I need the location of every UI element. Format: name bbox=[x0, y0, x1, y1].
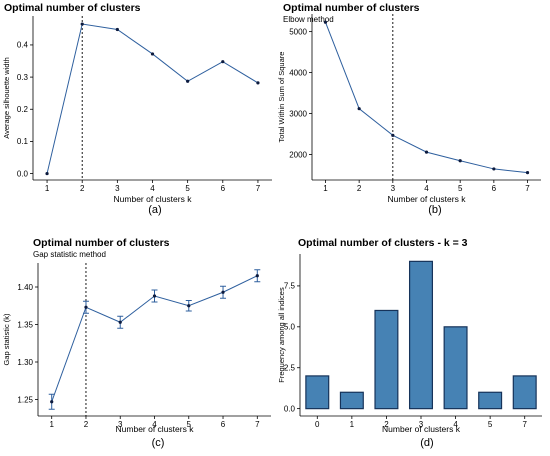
chart-title: Optimal number of clusters - k = 3 bbox=[298, 237, 468, 249]
chart-subtitle: Gap statistic method bbox=[33, 250, 106, 259]
series-line bbox=[46, 23, 259, 174]
y-axis-label: Frequency among all indices bbox=[277, 287, 286, 383]
data-point-k6 bbox=[221, 60, 225, 64]
bar-4 bbox=[443, 326, 468, 410]
chart-d: Optimal number of clusters - k = 3 0.0 2.5… bbox=[277, 237, 542, 449]
x-tick-label: 5 bbox=[488, 420, 493, 429]
y-tick-label: 2.5 bbox=[284, 364, 296, 373]
x-axis-label: Number of clusters k bbox=[114, 194, 193, 204]
x-tick-label: 1 bbox=[323, 184, 328, 193]
panel-caption: (c) bbox=[152, 437, 165, 449]
y-tick-label: 1.25 bbox=[17, 395, 33, 404]
x-tick-label: 1 bbox=[49, 420, 54, 429]
y-tick-label: 0.0 bbox=[17, 169, 29, 178]
y-tick-label: 0.3 bbox=[17, 73, 29, 82]
data-point-k5 bbox=[186, 79, 190, 83]
data-point-k3 bbox=[391, 133, 395, 137]
x-tick-label: 6 bbox=[221, 184, 226, 193]
x-tick-label: 5 bbox=[187, 420, 192, 429]
x-tick-label: 6 bbox=[221, 420, 226, 429]
x-tick-label: 5 bbox=[458, 184, 463, 193]
x-tick-label: 3 bbox=[419, 420, 424, 429]
x-tick-label: 1 bbox=[350, 420, 355, 429]
data-point-k1 bbox=[50, 400, 54, 404]
data-point-k4 bbox=[424, 150, 429, 154]
y-tick-label: 4000 bbox=[289, 68, 307, 77]
x-tick-label: 2 bbox=[384, 420, 389, 429]
x-tick-label: 3 bbox=[118, 420, 123, 429]
x-tick-label: 2 bbox=[357, 184, 362, 193]
x-tick-label: 5 bbox=[185, 184, 190, 193]
chart-title: Optimal number of clusters bbox=[283, 2, 420, 14]
y-tick-label: 0.4 bbox=[17, 41, 29, 50]
panel-caption: (d) bbox=[420, 437, 433, 449]
data-point-k5 bbox=[187, 304, 191, 308]
data-point-k2 bbox=[357, 107, 361, 111]
chart-title: Optimal number of clusters bbox=[33, 237, 170, 249]
y-tick-label: 1.35 bbox=[17, 320, 33, 329]
y-tick-label: 7.5 bbox=[284, 282, 296, 291]
y-tick-label: 0.1 bbox=[17, 137, 29, 146]
panel-caption: (a) bbox=[148, 204, 161, 216]
x-tick-label: 0 bbox=[315, 420, 320, 429]
bar-1 bbox=[339, 391, 364, 410]
chart-a: Optimal number of clusters 0.0 0.1 0.2 0.3 0.… bbox=[2, 2, 272, 216]
series-line bbox=[325, 22, 528, 174]
bar-3 bbox=[408, 260, 434, 410]
data-point-k1 bbox=[323, 20, 328, 24]
data-point-k3 bbox=[118, 320, 122, 324]
data-point-k6 bbox=[492, 167, 496, 171]
x-tick-label: 1 bbox=[45, 184, 50, 193]
data-point-k4 bbox=[152, 294, 157, 298]
y-axis-label: Average silhouette width bbox=[2, 57, 11, 139]
y-axis-label: Total Within Sum of Square bbox=[277, 52, 286, 143]
bar-5 bbox=[478, 391, 503, 410]
x-tick-label: 2 bbox=[80, 184, 85, 193]
data-point-k7 bbox=[256, 81, 260, 85]
y-tick-label: 5000 bbox=[289, 27, 307, 36]
y-tick-label: 1.40 bbox=[17, 283, 33, 292]
y-tick-label: 0.0 bbox=[284, 404, 296, 413]
x-tick-label: 3 bbox=[391, 184, 396, 193]
bar-7 bbox=[512, 375, 537, 410]
x-tick-label: 7 bbox=[525, 184, 530, 193]
y-tick-label: 3000 bbox=[289, 109, 307, 118]
y-tick-label: 2000 bbox=[289, 150, 307, 159]
y-tick-label: 5.0 bbox=[284, 323, 296, 332]
data-point-k2 bbox=[80, 22, 84, 26]
x-tick-label: 3 bbox=[115, 184, 120, 193]
data-point-k6 bbox=[221, 290, 225, 294]
x-axis-label: Number of clusters k bbox=[116, 424, 195, 434]
x-axis-label: Number of clusters k bbox=[388, 194, 467, 204]
data-point-k4 bbox=[150, 52, 155, 56]
x-tick-label: 6 bbox=[492, 184, 497, 193]
x-tick-label: 7 bbox=[522, 420, 527, 429]
data-point-k5 bbox=[458, 159, 462, 163]
data-point-k1 bbox=[45, 171, 49, 176]
x-tick-label: 4 bbox=[152, 420, 157, 429]
x-tick-label: 4 bbox=[424, 184, 429, 193]
chart-subtitle: Elbow method bbox=[283, 15, 334, 24]
x-tick-label: 4 bbox=[150, 184, 155, 193]
data-point-k3 bbox=[115, 27, 119, 32]
bar-0 bbox=[305, 375, 330, 410]
y-tick-label: 1.30 bbox=[17, 358, 33, 367]
x-tick-label: 7 bbox=[256, 184, 261, 193]
y-tick-label: 0.2 bbox=[17, 105, 29, 114]
data-point-k7 bbox=[525, 171, 530, 175]
x-tick-label: 4 bbox=[453, 420, 458, 429]
chart-title: Optimal number of clusters bbox=[4, 2, 141, 14]
y-axis-label: Gap statistic (k) bbox=[2, 313, 11, 366]
x-tick-label: 2 bbox=[84, 420, 89, 429]
x-axis-label: Number of clusters k bbox=[382, 424, 461, 434]
panel-caption: (b) bbox=[428, 204, 441, 216]
x-tick-label: 7 bbox=[255, 420, 260, 429]
data-point-k7 bbox=[255, 274, 259, 278]
bar-2 bbox=[374, 309, 399, 410]
data-point-k2 bbox=[84, 305, 88, 309]
